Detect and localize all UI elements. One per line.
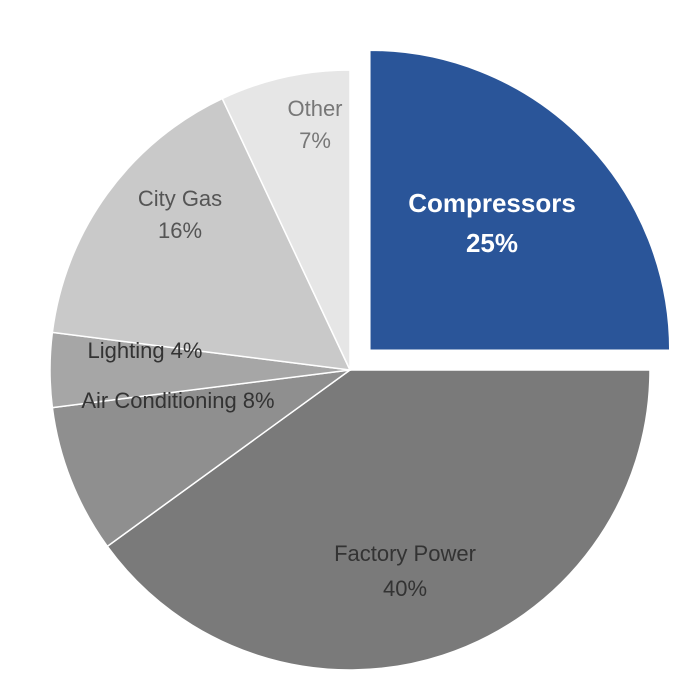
slice-percent-other: 7% (299, 128, 331, 153)
pie-chart: Compressors 25% Factory Power 40% Air Condit… (0, 0, 700, 700)
slice-percent-factory_power: 40% (383, 576, 427, 601)
slice-label-factory_power: Factory Power (334, 541, 476, 566)
slice-label-city_gas: City Gas (138, 186, 222, 211)
slice-label-other: Other (287, 96, 342, 121)
slice-label-lighting: Lighting 4% (88, 338, 203, 363)
slice-percent-city_gas: 16% (158, 218, 202, 243)
slice-percent-compressors: 25% (466, 228, 518, 258)
slice-label-air_conditioning: Air Conditioning 8% (81, 388, 274, 413)
slice-label-compressors: Compressors (408, 188, 576, 218)
